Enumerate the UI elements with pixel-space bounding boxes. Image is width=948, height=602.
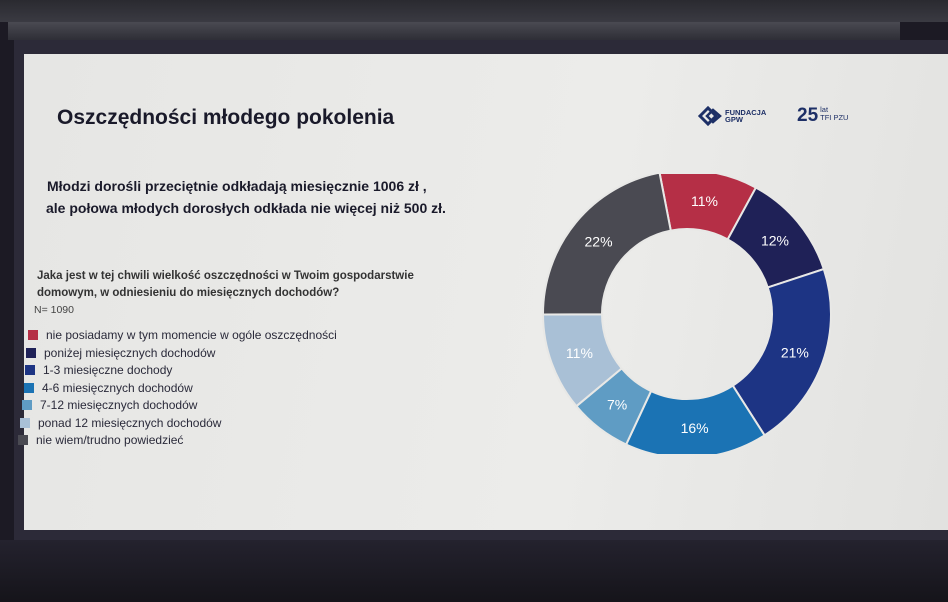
donut-slice [542,174,672,316]
legend-label: 7-12 miesięcznych dochodów [40,398,198,412]
legend-swatch [24,382,34,393]
survey-question-line-1: Jaka jest w tej chwili wielkość oszczędn… [37,270,414,282]
legend-item: poniżej miesięcznych dochodów [26,346,215,360]
donut-chart: 11% 12% 21% 16% 7% 11% 22% [541,174,832,454]
presentation-slide: Oszczędności młodego pokolenia FUNDACJA … [18,54,948,530]
legend-swatch [18,435,28,445]
ceiling [0,0,948,22]
headline-line-1: Młodzi dorośli przeciętnie odkładają mie… [47,178,427,194]
slice-label: 12% [761,233,789,249]
legend-item: ponad 12 miesięcznych dochodów [20,416,221,430]
slice-label: 16% [681,420,709,436]
pzu-logo-lat: lat [820,105,829,114]
legend-swatch [26,347,36,358]
slide-title: Oszczędności młodego pokolenia [57,106,395,129]
sample-size: N= 1090 [34,304,74,316]
legend-item: nie wiem/trudno powiedzieć [18,433,183,447]
legend-swatch [25,365,35,375]
legend-label: poniżej miesięcznych dochodów [44,345,216,360]
legend-swatch [22,400,32,410]
slice-label: 7% [607,397,627,413]
slice-label: 11% [566,345,593,361]
slice-label: 22% [585,233,613,249]
legend-label: 4-6 miesięcznych dochodów [42,380,193,395]
legend-item: 1-3 miesięczne dochody [25,363,172,377]
legend-label: ponad 12 miesięcznych dochodów [38,415,222,430]
legend-item: 7-12 miesięcznych dochodów [22,398,197,412]
projector-screen-bar [8,22,900,40]
survey-question-line-2: domowym, w odniesieniu do miesięcznych d… [37,287,340,299]
fundacja-gpw-logo: FUNDACJA GPW [698,106,766,126]
pzu-logo-name: TFI PZU [820,113,849,122]
donut-slice [731,267,832,437]
legend-label: nie posiadamy w tym momencie w ogóle osz… [46,328,337,342]
gpw-logo-line1: FUNDACJA [725,108,767,117]
legend-item: nie posiadamy w tym momencie w ogóle osz… [28,328,337,342]
legend-label: nie wiem/trudno powiedzieć [36,433,184,447]
slice-label: 21% [781,344,809,360]
gpw-logo-line2: GPW [725,115,743,124]
gpw-logo-icon [698,106,722,126]
pzu-logo-number: 25 [797,105,819,126]
legend-label: 1-3 miesięczne dochody [43,363,173,377]
headline-line-2: ale połowa młodych dorosłych odkłada nie… [46,200,446,216]
floor [0,540,948,602]
legend-swatch [20,417,30,428]
slice-label: 11% [691,193,718,209]
tfi-pzu-logo: 25 lat TFI PZU [797,106,848,126]
legend-swatch [28,330,38,340]
legend-item: 4-6 miesięcznych dochodów [24,381,193,395]
